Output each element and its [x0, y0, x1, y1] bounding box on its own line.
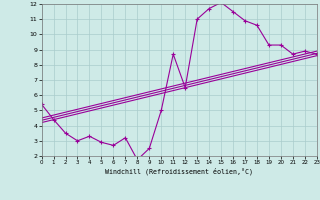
X-axis label: Windchill (Refroidissement éolien,°C): Windchill (Refroidissement éolien,°C) [105, 168, 253, 175]
